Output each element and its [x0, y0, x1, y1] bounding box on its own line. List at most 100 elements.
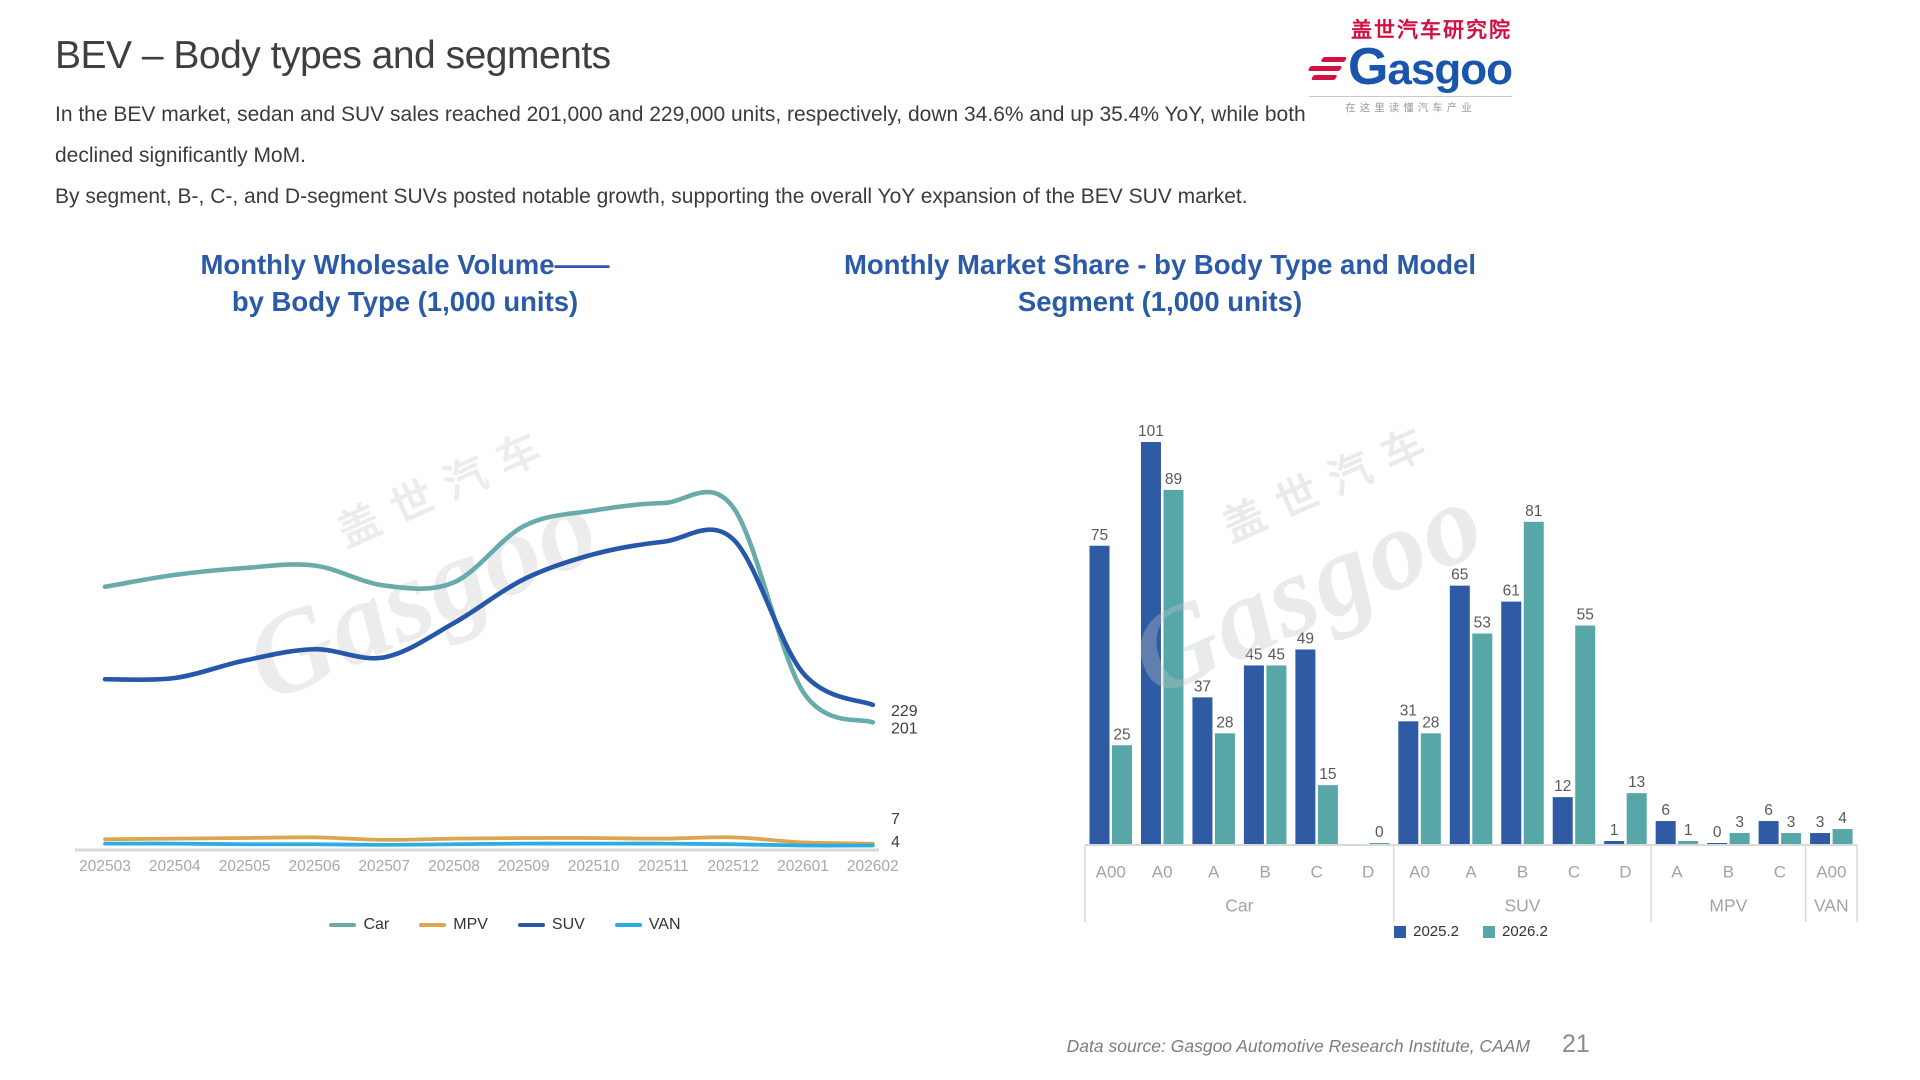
svg-text:202509: 202509: [498, 858, 550, 875]
svg-text:6: 6: [1661, 802, 1670, 819]
page-subtitle: In the BEV market, sedan and SUV sales r…: [55, 94, 1306, 217]
svg-text:49: 49: [1297, 631, 1314, 648]
svg-text:A0: A0: [1409, 862, 1430, 881]
svg-text:12: 12: [1554, 778, 1571, 795]
svg-text:Car: Car: [1225, 896, 1253, 916]
legend-label-2025-2: 2025.2: [1413, 923, 1459, 940]
svg-text:65: 65: [1451, 567, 1468, 584]
svg-text:202511: 202511: [638, 858, 689, 875]
logo-stripes-icon: [1303, 57, 1348, 80]
svg-text:89: 89: [1165, 471, 1182, 488]
svg-text:C: C: [1310, 862, 1322, 881]
logo-g-cap: G: [1347, 38, 1388, 96]
svg-text:A00: A00: [1816, 862, 1846, 881]
series-2026-swatch: [1483, 925, 1495, 938]
gasgoo-logo: 盖世汽车研究院 Gasgoo 在这里读懂汽车产业: [1307, 14, 1513, 115]
svg-text:25: 25: [1113, 726, 1130, 743]
svg-text:3: 3: [1787, 814, 1796, 831]
svg-text:B: B: [1517, 862, 1528, 881]
svg-text:55: 55: [1577, 607, 1594, 624]
svg-text:202507: 202507: [358, 858, 410, 875]
svg-text:28: 28: [1422, 714, 1439, 731]
right-chart-title: Monthly Market Share - by Body Type and …: [790, 246, 1530, 320]
svg-text:202510: 202510: [568, 858, 620, 875]
svg-text:B: B: [1259, 862, 1270, 881]
left-chart-title-line-2: by Body Type (1,000 units): [231, 286, 579, 317]
left-chart-title-line-1: Monthly Wholesale Volume——: [200, 249, 610, 280]
van-line-swatch: [614, 922, 642, 928]
line-chart-legend: Car MPV SUV VAN: [55, 916, 955, 934]
svg-text:B: B: [1723, 862, 1734, 881]
svg-text:37: 37: [1194, 678, 1211, 695]
legend-label-2026-2: 2026.2: [1502, 923, 1548, 940]
page-number: 21: [1562, 1030, 1590, 1058]
legend-item-mpv: MPV: [419, 916, 488, 934]
bar-chart-legend: 2025.2 2026.2: [1085, 923, 1857, 940]
svg-text:A: A: [1671, 862, 1683, 881]
svg-text:3: 3: [1735, 814, 1744, 831]
subtitle-line-3: By segment, B-, C-, and D-segment SUVs p…: [55, 185, 1248, 208]
logo-wordmark-rest: asgoo: [1387, 45, 1513, 94]
series-2025-swatch: [1394, 925, 1407, 938]
svg-text:1: 1: [1610, 822, 1619, 839]
logo-wordmark-row: Gasgoo: [1307, 41, 1513, 94]
svg-text:C: C: [1568, 862, 1580, 881]
svg-text:101: 101: [1138, 423, 1164, 440]
subtitle-line-1: In the BEV market, sedan and SUV sales r…: [55, 103, 1306, 126]
legend-label-van: VAN: [648, 916, 681, 933]
suv-line-swatch: [517, 922, 545, 928]
legend-item-2025-2: 2025.2: [1394, 923, 1459, 940]
subtitle-line-2: declined significantly MoM.: [55, 144, 306, 167]
svg-text:3: 3: [1816, 814, 1825, 831]
svg-text:61: 61: [1503, 583, 1520, 600]
svg-text:81: 81: [1525, 503, 1542, 520]
car-line-swatch: [329, 922, 357, 928]
svg-text:C: C: [1774, 862, 1786, 881]
svg-text:4: 4: [1838, 810, 1847, 827]
svg-text:D: D: [1362, 862, 1374, 881]
svg-text:201: 201: [891, 721, 918, 738]
logo-cn-title: 盖世汽车研究院: [1351, 19, 1512, 42]
svg-text:202602: 202602: [847, 858, 899, 875]
logo-wordmark: Gasgoo: [1348, 41, 1513, 94]
svg-text:75: 75: [1091, 527, 1108, 544]
legend-item-suv: SUV: [517, 916, 585, 934]
right-chart-title-line-1: Monthly Market Share - by Body Type and …: [843, 249, 1477, 280]
svg-text:202601: 202601: [777, 858, 829, 875]
wholesale-volume-line-chart: 202503 202504 202505 202506 202507 202508 2025…: [75, 489, 918, 875]
legend-item-2026-2: 2026.2: [1483, 923, 1548, 940]
svg-text:0: 0: [1375, 824, 1384, 841]
svg-text:A00: A00: [1096, 862, 1126, 881]
svg-text:MPV: MPV: [1709, 896, 1747, 916]
svg-text:45: 45: [1268, 647, 1285, 664]
page-title: BEV – Body types and segments: [55, 34, 611, 77]
svg-text:202512: 202512: [707, 858, 759, 875]
logo-tagline: 在这里读懂汽车产业: [1308, 96, 1512, 115]
svg-text:1: 1: [1684, 822, 1693, 839]
left-chart-title: Monthly Wholesale Volume—— by Body Type …: [95, 246, 715, 320]
svg-text:28: 28: [1216, 714, 1233, 731]
svg-text:202505: 202505: [219, 858, 271, 875]
svg-text:202503: 202503: [79, 858, 131, 875]
svg-text:D: D: [1619, 862, 1631, 881]
svg-text:202506: 202506: [289, 858, 341, 875]
svg-text:4: 4: [891, 834, 900, 851]
svg-text:15: 15: [1319, 766, 1336, 783]
svg-text:229: 229: [891, 703, 918, 720]
svg-text:A: A: [1208, 862, 1220, 881]
svg-text:6: 6: [1764, 802, 1773, 819]
mpv-line-swatch: [419, 922, 447, 928]
data-source-note: Data source: Gasgoo Automotive Research …: [1066, 1036, 1530, 1056]
svg-text:A: A: [1465, 862, 1477, 881]
svg-text:13: 13: [1628, 774, 1645, 791]
svg-text:53: 53: [1474, 615, 1491, 632]
svg-text:31: 31: [1400, 702, 1417, 719]
legend-label-suv: SUV: [551, 916, 585, 933]
svg-text:0: 0: [1713, 824, 1722, 841]
svg-text:202508: 202508: [428, 858, 480, 875]
svg-text:202504: 202504: [149, 858, 201, 875]
svg-text:7: 7: [891, 811, 900, 828]
legend-item-car: Car: [329, 916, 389, 934]
svg-text:45: 45: [1245, 647, 1262, 664]
